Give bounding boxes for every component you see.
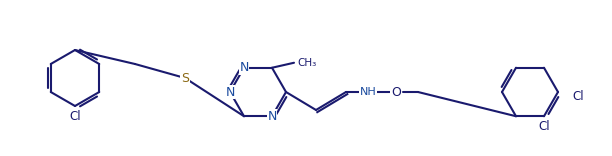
Text: N: N [225,85,234,98]
Text: O: O [391,85,401,98]
Text: S: S [181,71,189,85]
Text: N: N [267,110,277,123]
Text: Cl: Cl [572,90,584,103]
Text: N: N [239,61,248,74]
Text: NH: NH [360,87,376,97]
Text: Cl: Cl [69,110,81,122]
Text: CH₃: CH₃ [297,58,316,68]
Text: Cl: Cl [538,120,550,133]
